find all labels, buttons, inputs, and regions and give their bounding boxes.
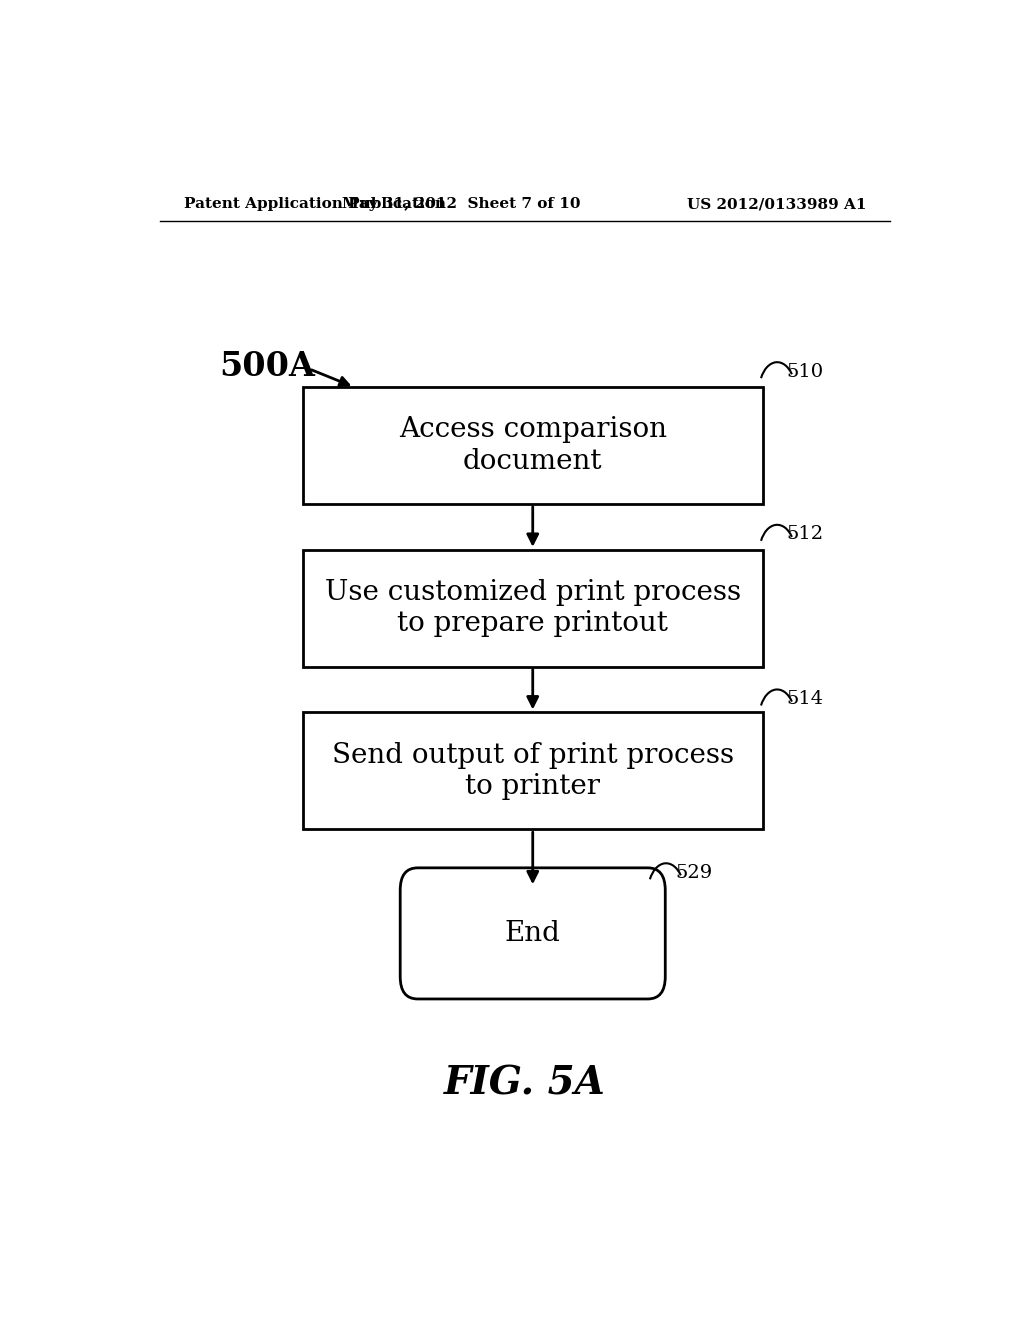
Text: Access comparison
document: Access comparison document	[398, 416, 667, 475]
Text: 529: 529	[676, 863, 713, 882]
Text: Use customized print process
to prepare printout: Use customized print process to prepare …	[325, 579, 740, 638]
Text: May 31, 2012  Sheet 7 of 10: May 31, 2012 Sheet 7 of 10	[342, 197, 581, 211]
FancyBboxPatch shape	[303, 713, 763, 829]
Text: 500A: 500A	[219, 350, 314, 383]
Text: 512: 512	[786, 525, 824, 544]
FancyBboxPatch shape	[303, 387, 763, 504]
Text: US 2012/0133989 A1: US 2012/0133989 A1	[686, 197, 866, 211]
Text: Send output of print process
to printer: Send output of print process to printer	[332, 742, 734, 800]
Text: Patent Application Publication: Patent Application Publication	[183, 197, 445, 211]
Text: 510: 510	[786, 363, 824, 381]
FancyBboxPatch shape	[303, 549, 763, 667]
Text: End: End	[505, 920, 561, 946]
Text: 514: 514	[786, 690, 824, 708]
FancyBboxPatch shape	[400, 867, 666, 999]
Text: FIG. 5A: FIG. 5A	[444, 1064, 605, 1102]
